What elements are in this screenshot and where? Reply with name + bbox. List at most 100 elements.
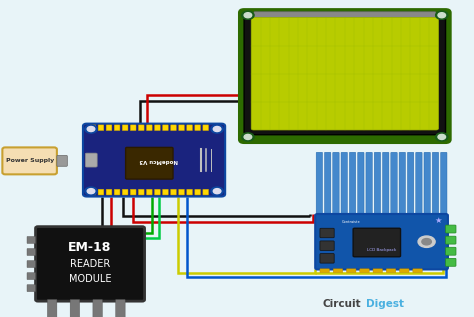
FancyBboxPatch shape — [155, 125, 160, 131]
FancyBboxPatch shape — [441, 215, 447, 219]
FancyBboxPatch shape — [416, 152, 422, 216]
Text: ★: ★ — [435, 216, 442, 225]
FancyBboxPatch shape — [320, 269, 329, 273]
FancyBboxPatch shape — [122, 125, 128, 131]
FancyBboxPatch shape — [114, 125, 120, 131]
FancyBboxPatch shape — [106, 189, 112, 195]
FancyBboxPatch shape — [349, 152, 356, 216]
Text: Contraiste: Contraiste — [341, 220, 360, 224]
FancyBboxPatch shape — [320, 241, 334, 250]
FancyBboxPatch shape — [122, 189, 128, 195]
FancyBboxPatch shape — [366, 152, 373, 216]
FancyBboxPatch shape — [70, 300, 80, 317]
FancyBboxPatch shape — [383, 152, 389, 216]
Text: EM-18: EM-18 — [68, 241, 112, 254]
FancyBboxPatch shape — [316, 152, 322, 216]
FancyBboxPatch shape — [440, 152, 447, 216]
Circle shape — [242, 11, 254, 19]
FancyBboxPatch shape — [27, 236, 36, 243]
FancyBboxPatch shape — [195, 125, 201, 131]
Circle shape — [87, 126, 95, 132]
Text: Circuit: Circuit — [322, 299, 361, 309]
FancyBboxPatch shape — [373, 269, 383, 273]
FancyBboxPatch shape — [130, 189, 136, 195]
FancyBboxPatch shape — [433, 215, 438, 219]
FancyBboxPatch shape — [325, 215, 330, 219]
FancyBboxPatch shape — [146, 125, 152, 131]
FancyBboxPatch shape — [375, 215, 380, 219]
FancyBboxPatch shape — [446, 225, 456, 233]
FancyBboxPatch shape — [203, 189, 209, 195]
Circle shape — [438, 13, 446, 18]
FancyBboxPatch shape — [163, 125, 168, 131]
Circle shape — [85, 187, 97, 195]
FancyBboxPatch shape — [27, 285, 36, 292]
FancyBboxPatch shape — [399, 152, 405, 216]
FancyBboxPatch shape — [187, 125, 192, 131]
Text: MODULE: MODULE — [69, 274, 111, 284]
Circle shape — [244, 13, 252, 18]
FancyBboxPatch shape — [374, 152, 381, 216]
FancyBboxPatch shape — [317, 215, 322, 219]
Circle shape — [436, 11, 448, 19]
FancyBboxPatch shape — [163, 189, 168, 195]
Circle shape — [242, 133, 254, 141]
FancyBboxPatch shape — [179, 189, 184, 195]
Circle shape — [211, 125, 223, 133]
Circle shape — [213, 189, 221, 194]
FancyBboxPatch shape — [391, 215, 397, 219]
FancyBboxPatch shape — [195, 189, 201, 195]
FancyBboxPatch shape — [98, 189, 104, 195]
FancyBboxPatch shape — [27, 273, 36, 280]
Circle shape — [438, 134, 446, 139]
FancyBboxPatch shape — [446, 258, 456, 266]
FancyBboxPatch shape — [407, 152, 414, 216]
FancyBboxPatch shape — [85, 153, 97, 167]
FancyBboxPatch shape — [98, 125, 104, 131]
FancyBboxPatch shape — [138, 189, 144, 195]
FancyBboxPatch shape — [416, 215, 422, 219]
FancyBboxPatch shape — [391, 152, 397, 216]
FancyBboxPatch shape — [36, 227, 145, 301]
FancyBboxPatch shape — [400, 269, 409, 273]
FancyBboxPatch shape — [187, 189, 192, 195]
FancyBboxPatch shape — [155, 189, 160, 195]
Text: READER: READER — [70, 259, 110, 269]
FancyBboxPatch shape — [353, 228, 401, 257]
FancyBboxPatch shape — [130, 125, 136, 131]
FancyBboxPatch shape — [27, 261, 36, 268]
FancyBboxPatch shape — [203, 125, 209, 131]
FancyBboxPatch shape — [358, 152, 364, 216]
FancyBboxPatch shape — [386, 269, 396, 273]
Circle shape — [436, 133, 448, 141]
FancyBboxPatch shape — [341, 152, 347, 216]
FancyBboxPatch shape — [320, 228, 334, 238]
FancyBboxPatch shape — [179, 125, 184, 131]
FancyBboxPatch shape — [346, 269, 356, 273]
FancyBboxPatch shape — [446, 247, 456, 255]
FancyBboxPatch shape — [400, 215, 405, 219]
FancyBboxPatch shape — [27, 249, 36, 256]
FancyBboxPatch shape — [424, 152, 430, 216]
Circle shape — [418, 236, 435, 247]
FancyBboxPatch shape — [106, 125, 112, 131]
FancyBboxPatch shape — [171, 125, 176, 131]
FancyBboxPatch shape — [358, 215, 364, 219]
FancyBboxPatch shape — [126, 147, 173, 179]
FancyBboxPatch shape — [90, 125, 96, 131]
FancyBboxPatch shape — [47, 300, 57, 317]
Circle shape — [87, 189, 95, 194]
FancyBboxPatch shape — [425, 215, 430, 219]
FancyBboxPatch shape — [408, 215, 413, 219]
FancyBboxPatch shape — [244, 14, 446, 135]
Text: LCD Backpack: LCD Backpack — [367, 248, 396, 252]
FancyBboxPatch shape — [114, 189, 120, 195]
FancyBboxPatch shape — [333, 269, 343, 273]
Circle shape — [244, 134, 252, 139]
Circle shape — [85, 125, 97, 133]
FancyBboxPatch shape — [116, 300, 125, 317]
FancyBboxPatch shape — [251, 17, 438, 130]
FancyBboxPatch shape — [320, 254, 334, 263]
Text: Digest: Digest — [366, 299, 404, 309]
Text: NodeMcu V3: NodeMcu V3 — [139, 158, 178, 163]
